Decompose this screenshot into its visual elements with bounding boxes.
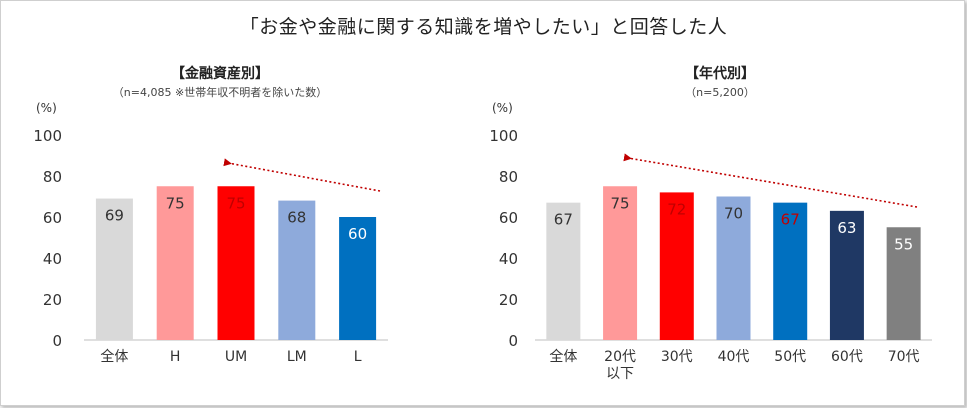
asset-x-tick-label: UM (225, 349, 247, 365)
age-y-tick-label: 40 (499, 250, 518, 268)
age-y-tick-label: 0 (508, 332, 518, 350)
age-bar (659, 192, 694, 340)
age-x-tick-label: 全体 (549, 348, 577, 365)
age-bar (829, 210, 864, 340)
age-bar-value-label: 55 (894, 235, 913, 253)
age-bar-value-label: 72 (667, 200, 686, 218)
age-y-tick-label: 20 (499, 291, 518, 309)
asset-bar-chart: (%) 0 20 40 60 80 100 69 全体 75 H 75 UM 68 LM 60 L (33, 101, 388, 365)
chart-1-heading: 【金融資産別】 (171, 66, 269, 82)
asset-bar-value-label: 75 (226, 194, 245, 212)
asset-bar-value-label: 68 (287, 209, 306, 227)
age-x-tick-label: 30代 (661, 349, 693, 365)
chart-2-header: 【年代別】 （n=5,200） (620, 63, 820, 100)
chart-1-note: （n=4,085 ※世帯年収不明者を除いた数） (112, 86, 328, 99)
asset-x-tick-label: 全体 (100, 348, 128, 365)
age-bar-value-label: 67 (781, 211, 800, 229)
age-x-tick-label: 70代 (888, 349, 920, 365)
asset-x-tick-label: LM (287, 349, 307, 365)
age-x-tick-label: 50代 (774, 349, 806, 365)
asset-bar-value-label: 69 (105, 207, 124, 225)
age-y-tick-label: 80 (499, 168, 518, 186)
age-bar-value-label: 70 (724, 205, 743, 223)
chart-2-note: （n=5,200） (685, 86, 755, 99)
age-bar (886, 227, 921, 340)
age-bar (546, 202, 581, 340)
age-bar (773, 202, 808, 340)
age-y-unit-label: (%) (492, 101, 513, 115)
age-x-tick-label: 20代 (604, 349, 636, 365)
asset-bar (278, 200, 316, 340)
age-trend-arrow (623, 153, 918, 208)
age-bar-value-label: 63 (837, 219, 856, 237)
asset-bar (339, 217, 377, 340)
age-y-tick-label: 60 (499, 209, 518, 227)
age-bar-value-label: 75 (611, 194, 630, 212)
asset-bar (95, 198, 133, 340)
age-x-tick-label: 以下 (606, 366, 634, 382)
asset-y-unit-label: (%) (36, 101, 57, 115)
chart-2-heading: 【年代別】 (685, 66, 755, 82)
asset-x-tick-label: H (170, 349, 181, 365)
asset-bar-value-label: 75 (166, 194, 185, 212)
asset-y-tick-label: 20 (43, 291, 62, 309)
asset-x-tick-label: L (354, 349, 362, 365)
age-bar (603, 186, 638, 340)
chart-1-header: 【金融資産別】 （n=4,085 ※世帯年収不明者を除いた数） (70, 63, 370, 100)
asset-y-tick-label: 100 (33, 127, 62, 145)
asset-bar-value-label: 60 (348, 225, 367, 243)
asset-y-tick-label: 60 (43, 209, 62, 227)
asset-trend-arrow (223, 158, 381, 192)
asset-y-tick-label: 80 (43, 168, 62, 186)
page-title: 「お金や金融に関する知識を増やしたい」と回答した人 (239, 16, 728, 38)
age-y-tick-label: 100 (489, 127, 518, 145)
asset-bar (217, 186, 255, 340)
age-x-tick-label: 40代 (718, 349, 750, 365)
age-bar (716, 196, 751, 340)
age-bar-value-label: 67 (554, 211, 573, 229)
asset-bar (156, 186, 194, 340)
age-x-tick-label: 60代 (831, 349, 863, 365)
asset-y-tick-label: 40 (43, 250, 62, 268)
asset-y-tick-label: 0 (52, 332, 62, 350)
